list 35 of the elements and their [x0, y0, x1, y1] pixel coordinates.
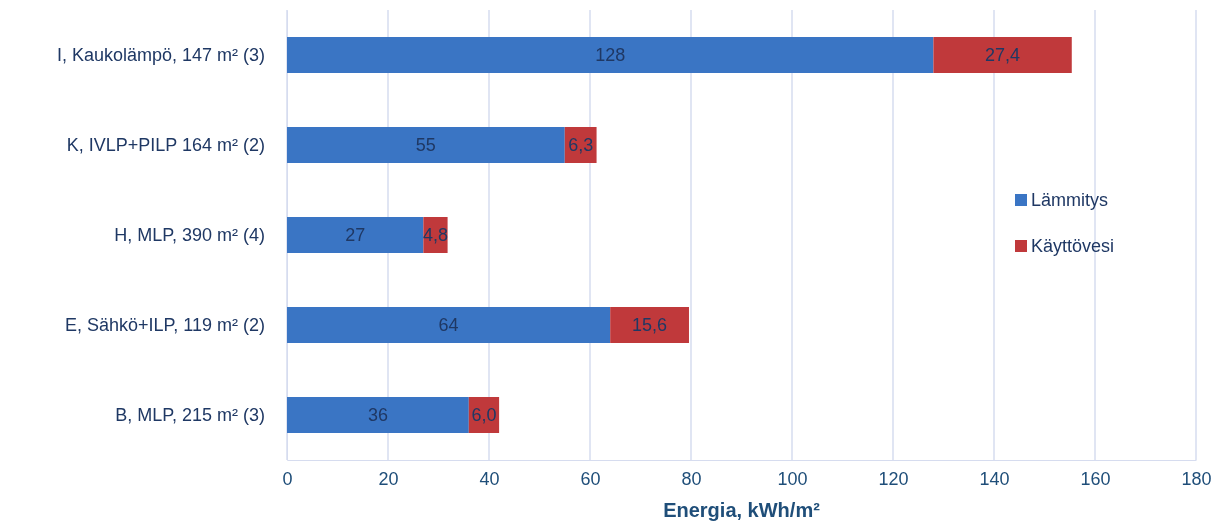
bar — [287, 397, 469, 433]
bar — [287, 307, 611, 343]
data-label: 36 — [367, 405, 388, 426]
x-tick-label: 60 — [580, 468, 601, 489]
y-tick-label: B, MLP, 215 m² (3) — [115, 404, 265, 425]
data-label: 15,6 — [632, 315, 668, 336]
x-tick-label: 160 — [1080, 468, 1111, 489]
x-tick-label: 80 — [681, 468, 702, 489]
bar — [287, 127, 565, 163]
data-label: 27,4 — [985, 45, 1021, 66]
data-label: 128 — [595, 45, 626, 66]
data-label: 6,3 — [568, 135, 594, 156]
bar — [287, 217, 424, 253]
bar — [287, 37, 934, 73]
y-tick-label: E, Sähkö+ILP, 119 m² (2) — [65, 314, 265, 335]
data-label: 27 — [345, 225, 366, 246]
bar — [610, 307, 689, 343]
y-tick-label: H, MLP, 390 m² (4) — [114, 224, 265, 245]
data-label: 4,8 — [422, 225, 448, 246]
bar — [933, 37, 1072, 73]
x-tick-label: 140 — [979, 468, 1010, 489]
data-label: 6,0 — [471, 405, 497, 426]
x-axis-title: Energia, kWh/m² — [663, 499, 821, 521]
x-tick-label: 20 — [378, 468, 399, 489]
data-label: 55 — [415, 135, 436, 156]
legend-label: Lämmitys — [1031, 190, 1109, 211]
data-label: 64 — [438, 315, 459, 336]
legend-label: Käyttövesi — [1031, 236, 1115, 257]
x-tick-label: 40 — [479, 468, 500, 489]
y-tick-label: K, IVLP+PILP 164 m² (2) — [66, 134, 265, 155]
x-tick-label: 0 — [282, 468, 293, 489]
x-tick-label: 180 — [1181, 468, 1212, 489]
x-tick-label: 100 — [777, 468, 808, 489]
x-tick-label: 120 — [878, 468, 909, 489]
y-tick-label: I, Kaukolämpö, 147 m² (3) — [56, 44, 265, 65]
